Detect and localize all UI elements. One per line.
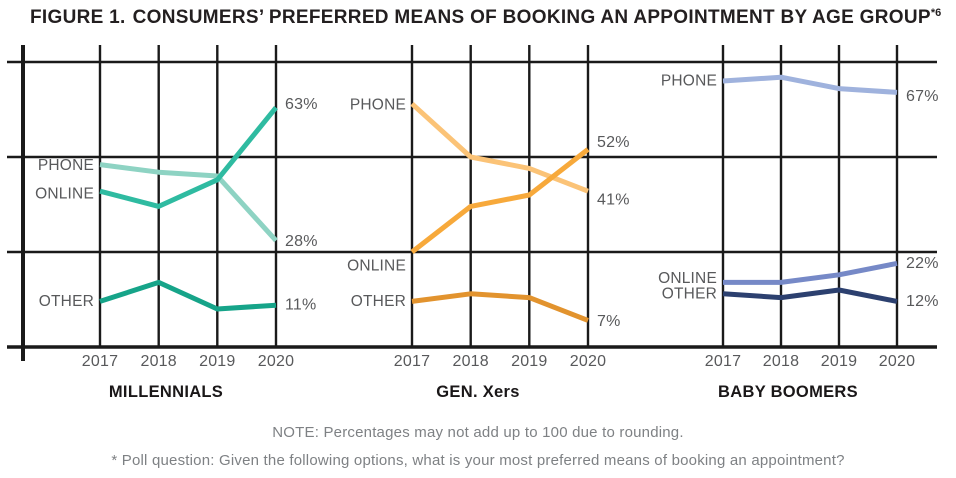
series-label-baby-boomers-online: ONLINE bbox=[658, 270, 717, 287]
year-label-gen-xers-2020: 2020 bbox=[570, 353, 606, 370]
series-label-baby-boomers-other: OTHER bbox=[662, 285, 717, 302]
value-label-gen-xers-online: 52% bbox=[597, 134, 630, 151]
group-label-millennials: MILLENNIALS bbox=[109, 383, 223, 401]
value-label-millennials-other: 11% bbox=[285, 297, 316, 314]
year-label-millennials-2017: 2017 bbox=[82, 353, 118, 370]
group-label-gen-xers: GEN. Xers bbox=[436, 383, 519, 401]
year-label-baby-boomers-2020: 2020 bbox=[879, 353, 915, 370]
value-label-millennials-online: 63% bbox=[285, 96, 318, 113]
year-label-baby-boomers-2019: 2019 bbox=[821, 353, 857, 370]
line-baby-boomers-other bbox=[722, 287, 898, 304]
year-label-baby-boomers-2018: 2018 bbox=[763, 353, 799, 370]
year-label-millennials-2018: 2018 bbox=[140, 353, 176, 370]
series-label-millennials-phone: PHONE bbox=[38, 157, 94, 174]
value-label-millennials-phone: 28% bbox=[285, 233, 318, 250]
year-label-millennials-2019: 2019 bbox=[199, 353, 235, 370]
series-label-baby-boomers-phone: PHONE bbox=[661, 73, 717, 90]
line-millennials-phone bbox=[99, 162, 278, 243]
series-label-gen-xers-phone: PHONE bbox=[350, 96, 406, 113]
value-label-baby-boomers-online: 22% bbox=[906, 255, 939, 272]
figure-title: FIGURE 1. CONSUMERS’ PREFERRED MEANS OF B… bbox=[30, 7, 941, 29]
year-label-millennials-2020: 2020 bbox=[258, 353, 294, 370]
series-label-millennials-other: OTHER bbox=[39, 293, 94, 310]
series-label-gen-xers-online: ONLINE bbox=[347, 258, 406, 275]
series-label-gen-xers-other: OTHER bbox=[351, 293, 406, 310]
note-text: NOTE: Percentages may not add up to 100 … bbox=[272, 424, 684, 441]
year-label-baby-boomers-2017: 2017 bbox=[705, 353, 741, 370]
line-gen-xers-phone bbox=[410, 101, 589, 194]
line-baby-boomers-phone bbox=[722, 74, 898, 95]
year-label-gen-xers-2018: 2018 bbox=[452, 353, 488, 370]
line-gen-xers-other bbox=[411, 291, 589, 323]
figure-title-text: CONSUMERS’ PREFERRED MEANS OF BOOKING AN… bbox=[132, 7, 931, 28]
figure-label: FIGURE 1. bbox=[30, 7, 126, 28]
line-millennials-other bbox=[99, 279, 277, 312]
value-label-gen-xers-other: 7% bbox=[597, 313, 621, 330]
footnote-text: * Poll question: Given the following opt… bbox=[111, 452, 845, 469]
line-gen-xers-online bbox=[410, 147, 590, 254]
value-label-baby-boomers-phone: 67% bbox=[906, 88, 939, 105]
value-label-baby-boomers-other: 12% bbox=[906, 293, 939, 310]
group-label-baby-boomers: BABY BOOMERS bbox=[718, 383, 858, 401]
series-label-millennials-online: ONLINE bbox=[35, 186, 94, 203]
value-label-gen-xers-phone: 41% bbox=[597, 192, 630, 209]
figure-title-superscript: *6 bbox=[930, 7, 942, 19]
year-label-gen-xers-2017: 2017 bbox=[394, 353, 430, 370]
line-baby-boomers-online bbox=[723, 260, 898, 285]
line-millennials-online bbox=[99, 106, 278, 209]
year-label-gen-xers-2019: 2019 bbox=[511, 353, 547, 370]
